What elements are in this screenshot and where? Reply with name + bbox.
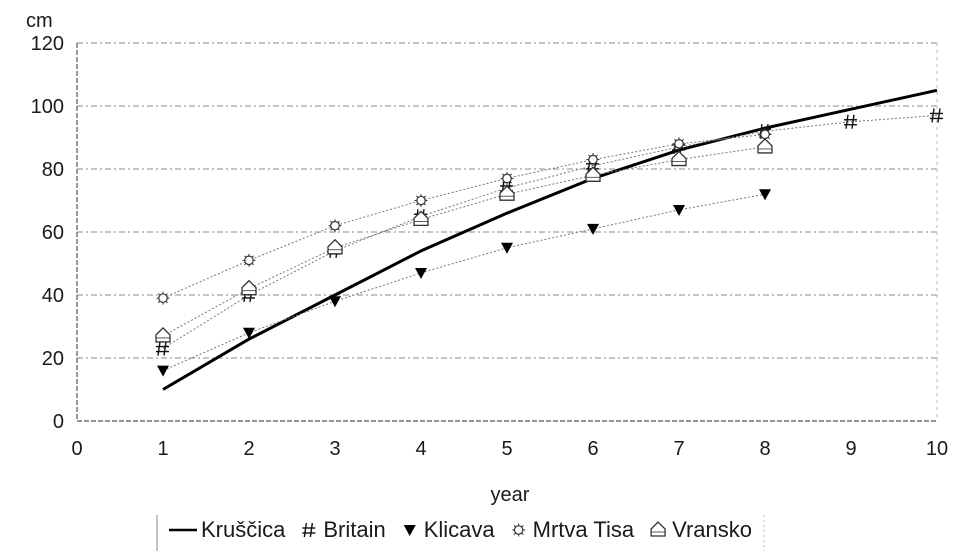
data-point	[329, 296, 341, 308]
trend-line	[162, 193, 766, 372]
legend-marker	[302, 522, 316, 538]
data-point	[499, 185, 515, 201]
x-tick-label: 1	[157, 438, 168, 460]
legend-label: Mrtva Tisa	[533, 517, 635, 542]
data-point	[587, 223, 599, 235]
axes: 0 20 40 60 80 100 120 0 1 2 3 4 5 6 7 8 9 10	[31, 33, 949, 460]
data-point	[241, 279, 257, 296]
data-point	[586, 153, 600, 167]
x-tick-label: 5	[501, 438, 512, 460]
data-point	[757, 138, 773, 154]
legend-item: Kruščica	[169, 517, 286, 542]
x-tick-label: 4	[415, 438, 426, 460]
series-klicava	[157, 189, 771, 377]
series-kru-ica	[162, 88, 938, 391]
legend-item: Britain	[302, 517, 386, 542]
y-tick-label: 0	[53, 411, 64, 433]
series-vransko	[155, 138, 773, 343]
trend-line	[162, 114, 938, 350]
data-point	[414, 194, 428, 207]
y-tick-label: 20	[42, 348, 64, 370]
legend-item: Klicava	[403, 517, 496, 542]
legend-item: Vransko	[650, 517, 752, 542]
legend-marker	[650, 521, 666, 537]
x-tick-label: 7	[673, 438, 684, 460]
data-point	[759, 189, 771, 201]
trend-line	[162, 133, 766, 299]
x-tick-label: 6	[587, 438, 598, 460]
data-point	[157, 365, 169, 377]
legend-label: Britain	[323, 517, 385, 542]
data-point	[242, 253, 256, 267]
legend-marker	[512, 523, 526, 537]
grid-lines	[77, 42, 937, 359]
data-point	[501, 242, 513, 254]
data-point	[327, 238, 343, 255]
y-tick-label: 60	[42, 222, 64, 244]
x-axis-label: year	[491, 484, 530, 506]
series-mrtva-tisa	[156, 127, 772, 305]
data-point	[930, 108, 943, 123]
data-point	[328, 219, 342, 233]
data-point	[844, 114, 857, 129]
x-tick-label: 9	[845, 438, 856, 460]
data-point	[155, 327, 171, 343]
x-tick-label: 8	[759, 438, 770, 460]
data-point	[673, 204, 685, 216]
data-point	[156, 341, 169, 356]
data-point	[500, 171, 514, 185]
y-tick-label: 120	[31, 33, 64, 55]
y-tick-label: 40	[42, 285, 64, 307]
legend-marker	[403, 525, 416, 536]
series	[155, 88, 943, 391]
data-point	[156, 291, 170, 305]
y-axis-label: cm	[26, 10, 53, 32]
trend-line	[162, 146, 766, 337]
x-tick-label: 3	[329, 438, 340, 460]
series-line	[162, 88, 938, 391]
x-tick-label: 10	[926, 438, 948, 460]
data-point	[415, 267, 427, 279]
data-point	[413, 210, 429, 227]
y-tick-label: 80	[42, 159, 64, 181]
data-point	[243, 327, 255, 339]
data-point	[672, 137, 686, 151]
y-tick-label: 100	[31, 96, 64, 118]
legend-label: Vransko	[672, 517, 752, 542]
legend-item: Mrtva Tisa	[512, 517, 635, 542]
x-tick-label: 0	[71, 438, 82, 460]
legend: Kruščica Britain Klicava Mrtva Tisa Vransko	[156, 515, 765, 551]
legend-label: Kruščica	[201, 517, 286, 542]
x-tick-label: 2	[243, 438, 254, 460]
data-point	[585, 166, 601, 182]
data-point	[671, 150, 687, 167]
legend-label: Klicava	[424, 517, 496, 542]
